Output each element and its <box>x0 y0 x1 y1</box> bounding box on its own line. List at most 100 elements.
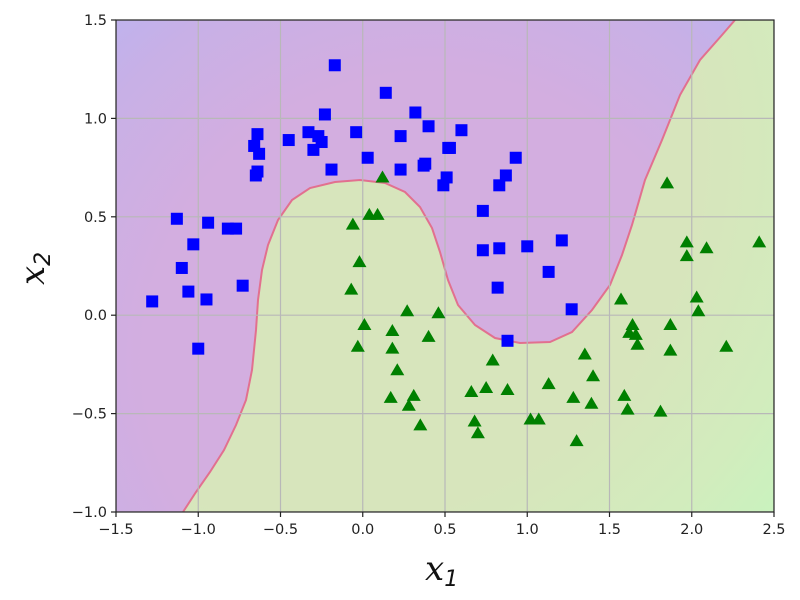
y-tick-label: 0.0 <box>84 308 107 324</box>
square-marker <box>437 179 450 192</box>
region-class-1 <box>183 20 774 512</box>
triangle-marker <box>614 292 629 305</box>
x-tick-label: 1.0 <box>516 522 539 538</box>
triangle-marker <box>479 381 494 394</box>
triangle-marker <box>500 382 515 395</box>
y-axis: −1.0 −0.5 0.0 0.5 1.0 1.5 <box>72 13 116 521</box>
plot-area <box>116 20 774 512</box>
square-marker <box>379 86 392 99</box>
square-marker <box>499 169 512 182</box>
square-marker <box>394 163 407 176</box>
square-marker <box>146 295 159 308</box>
triangle-marker <box>485 353 500 366</box>
square-marker <box>170 212 183 225</box>
triangle-marker <box>383 390 398 403</box>
triangle-marker <box>421 329 436 342</box>
triangle-marker <box>752 235 767 248</box>
triangle-marker <box>385 323 400 336</box>
triangle-marker <box>569 434 584 447</box>
triangle-marker <box>679 249 694 262</box>
triangle-marker <box>620 402 635 415</box>
triangle-marker <box>464 384 479 397</box>
triangle-marker <box>541 377 556 390</box>
x-tick-label: −1.5 <box>98 522 133 538</box>
square-marker <box>521 240 534 253</box>
square-marker <box>187 238 200 251</box>
square-marker <box>302 126 315 139</box>
square-marker <box>361 151 374 164</box>
triangle-marker <box>350 339 365 352</box>
square-marker <box>175 261 188 274</box>
triangle-marker <box>400 304 415 317</box>
triangle-marker <box>699 241 714 254</box>
square-marker <box>202 216 215 229</box>
triangle-marker <box>431 306 446 319</box>
square-marker <box>307 143 320 156</box>
y-tick-label: 0.5 <box>84 210 107 226</box>
triangle-marker <box>413 418 428 431</box>
triangle-marker <box>344 282 359 295</box>
x-tick-label: 2.5 <box>762 522 785 538</box>
square-marker <box>328 59 341 72</box>
square-marker <box>350 126 363 139</box>
square-marker <box>501 334 514 347</box>
triangle-marker <box>390 363 405 376</box>
square-marker <box>443 141 456 154</box>
triangle-marker <box>352 255 367 268</box>
triangle-marker <box>385 341 400 354</box>
triangle-marker <box>406 388 421 401</box>
x-axis: −1.5 −1.0 −0.5 0.0 0.5 1.0 1.5 2.0 2.5 <box>98 512 786 538</box>
square-marker <box>476 204 489 217</box>
triangle-marker <box>691 304 706 317</box>
square-marker <box>251 128 264 141</box>
y-tick-label: −1.0 <box>72 505 107 521</box>
triangle-marker <box>617 388 632 401</box>
y-tick-label: 1.5 <box>84 13 107 29</box>
y-tick-label: 1.0 <box>84 111 107 127</box>
triangle-marker <box>375 170 390 183</box>
triangle-marker <box>630 337 645 350</box>
x-tick-label: 0.0 <box>351 522 374 538</box>
square-marker <box>253 147 266 160</box>
triangle-marker <box>653 404 668 417</box>
triangle-marker <box>584 396 599 409</box>
triangle-marker <box>663 318 678 331</box>
triangle-marker <box>345 217 360 230</box>
triangle-marker <box>357 318 372 331</box>
triangle-marker <box>577 347 592 360</box>
decision-boundary <box>182 20 736 512</box>
square-marker <box>182 285 195 298</box>
square-marker <box>409 106 422 119</box>
square-marker <box>236 279 249 292</box>
y-axis-label: x2 <box>13 252 56 285</box>
triangle-marker <box>660 176 675 189</box>
square-marker <box>476 244 489 257</box>
x-tick-label: −1.0 <box>181 522 216 538</box>
triangle-marker <box>719 339 734 352</box>
square-marker <box>493 242 506 255</box>
x-tick-label: 1.5 <box>598 522 621 538</box>
triangle-marker <box>566 390 581 403</box>
square-marker <box>325 163 338 176</box>
square-marker <box>555 234 568 247</box>
square-marker <box>542 265 555 278</box>
triangle-marker <box>663 343 678 356</box>
triangle-marker <box>467 414 482 427</box>
triangle-marker <box>370 207 385 220</box>
square-marker <box>394 130 407 143</box>
triangle-marker <box>628 327 643 340</box>
square-marker <box>318 108 331 121</box>
square-marker <box>422 120 435 133</box>
square-marker <box>200 293 213 306</box>
square-marker <box>417 159 430 172</box>
x-tick-label: 2.0 <box>680 522 703 538</box>
x-tick-label: 0.5 <box>433 522 456 538</box>
class-1-points <box>344 170 767 447</box>
square-marker <box>282 134 295 147</box>
triangle-marker <box>689 290 704 303</box>
square-marker <box>192 342 205 355</box>
square-marker <box>493 179 506 192</box>
square-marker <box>509 151 522 164</box>
triangle-marker <box>679 235 694 248</box>
